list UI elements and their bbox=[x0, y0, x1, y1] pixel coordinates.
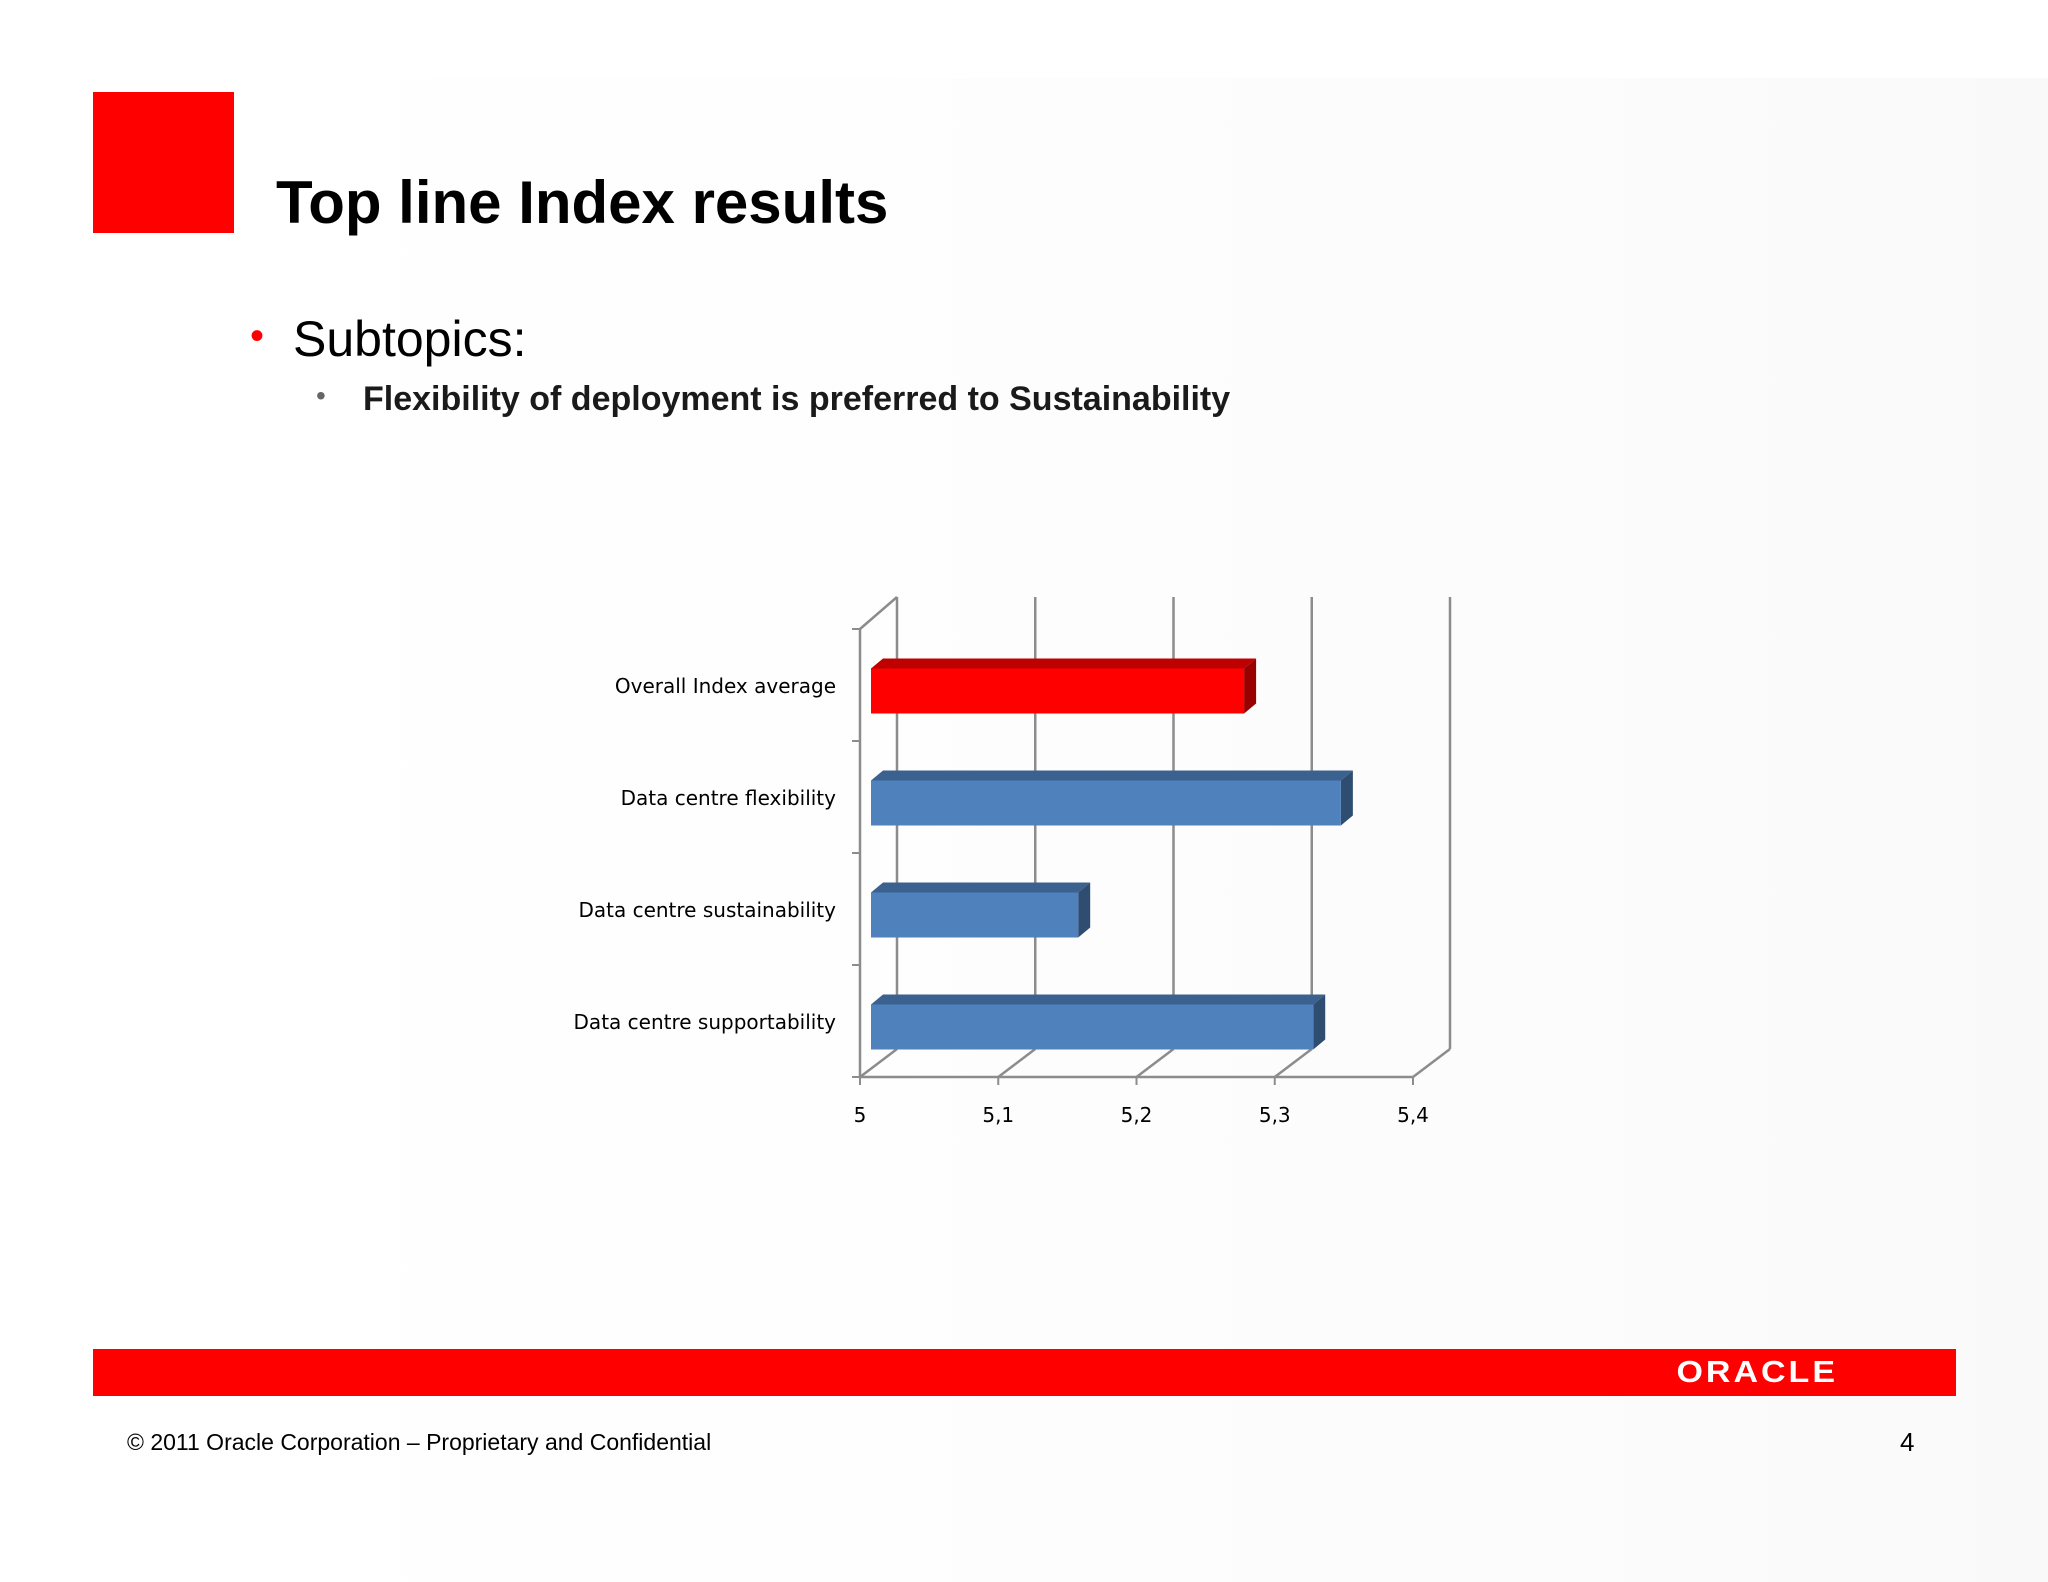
side-wall-top-edge bbox=[859, 596, 898, 630]
bar-top-face bbox=[871, 882, 1091, 893]
bar bbox=[871, 892, 1079, 938]
bar bbox=[871, 668, 1245, 714]
bar bbox=[871, 780, 1341, 826]
bar-side-face bbox=[1340, 770, 1353, 826]
category-label: Data centre flexibility bbox=[621, 786, 837, 810]
page-title: Top line Index results bbox=[276, 169, 889, 236]
x-tick-label: 5,1 bbox=[982, 1103, 1014, 1127]
copyright-text: © 2011 Oracle Corporation – Proprietary … bbox=[127, 1429, 712, 1455]
slide-background bbox=[255, 78, 2048, 1582]
x-tick-label: 5,4 bbox=[1397, 1103, 1429, 1127]
bullet-flexibility-text: Flexibility of deployment is preferred t… bbox=[363, 380, 1231, 418]
x-tick-label: 5,2 bbox=[1121, 1103, 1153, 1127]
oracle-logo: ORACLE bbox=[1676, 1354, 1838, 1390]
floor-diagonal bbox=[859, 1048, 898, 1078]
footer-bar: ORACLE bbox=[93, 1349, 1956, 1396]
bullet-dot-icon: • bbox=[250, 314, 265, 358]
floor-diagonal bbox=[1412, 1048, 1451, 1078]
bar-top-face bbox=[871, 770, 1353, 781]
category-label: Data centre sustainability bbox=[578, 898, 836, 922]
bar-top-face bbox=[871, 658, 1257, 669]
bar bbox=[871, 1004, 1314, 1050]
category-label: Data centre supportability bbox=[574, 1010, 837, 1034]
brand-red-square bbox=[93, 92, 234, 233]
page-number: 4 bbox=[1900, 1427, 1915, 1457]
floor-diagonal bbox=[1273, 1048, 1313, 1078]
floor-diagonal bbox=[1135, 1048, 1175, 1078]
x-tick-label: 5 bbox=[854, 1103, 867, 1127]
sub-bullet-dot-icon: • bbox=[316, 380, 326, 411]
bar-side-face bbox=[1313, 994, 1326, 1050]
index-bar-chart: Overall Index average Data centre flexibi… bbox=[574, 596, 1452, 1127]
floor-diagonal bbox=[997, 1048, 1037, 1078]
category-label: Overall Index average bbox=[615, 674, 836, 698]
bar-side-face bbox=[1244, 658, 1257, 714]
bar-side-face bbox=[1078, 882, 1091, 938]
bar-top-face bbox=[871, 994, 1326, 1005]
bullet-subtopics-text: Subtopics: bbox=[293, 311, 527, 367]
x-tick-label: 5,3 bbox=[1259, 1103, 1291, 1127]
